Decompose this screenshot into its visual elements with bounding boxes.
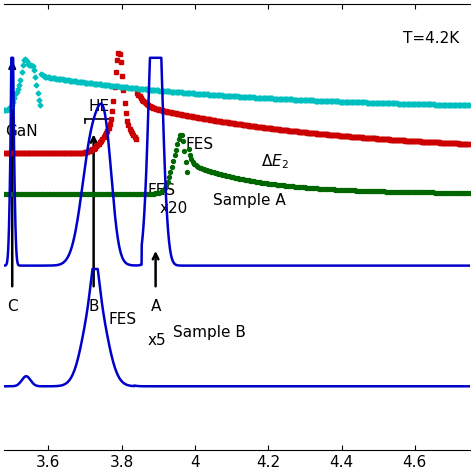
- Text: GaN: GaN: [5, 124, 38, 139]
- Text: FES: FES: [147, 182, 175, 198]
- Text: $\Delta E_2$: $\Delta E_2$: [261, 152, 289, 171]
- Text: FES: FES: [109, 312, 137, 327]
- Text: Sample A: Sample A: [213, 193, 286, 208]
- Text: Sample B: Sample B: [173, 325, 246, 340]
- Text: FES: FES: [186, 137, 214, 153]
- Text: B: B: [88, 299, 99, 314]
- Text: HE: HE: [88, 99, 109, 114]
- Text: x5: x5: [147, 333, 166, 347]
- Text: x20: x20: [160, 201, 188, 216]
- Text: T=4.2K: T=4.2K: [402, 31, 459, 46]
- Text: A: A: [150, 299, 161, 314]
- Text: C: C: [7, 299, 18, 314]
